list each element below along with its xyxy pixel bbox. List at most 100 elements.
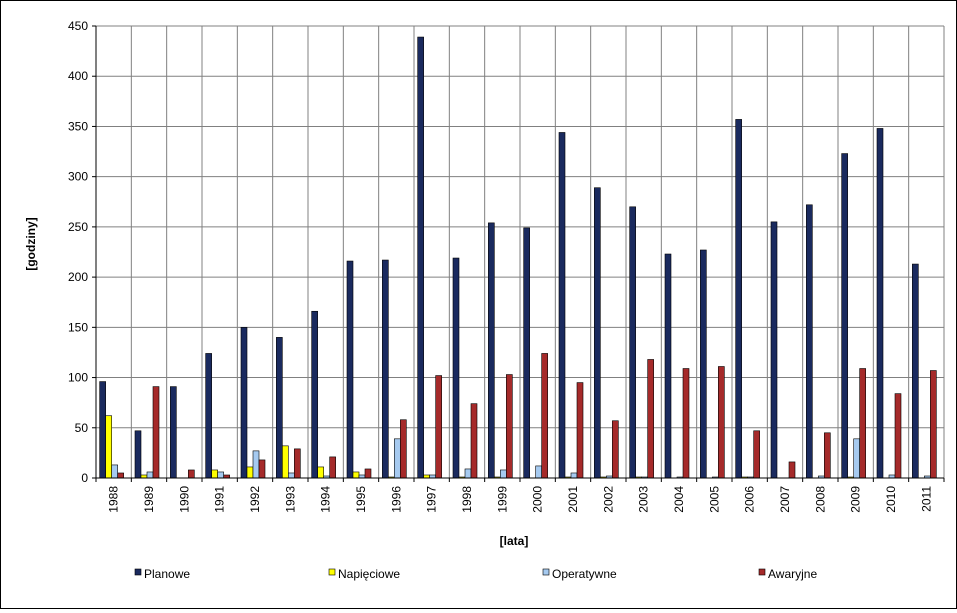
- axes: [92, 25, 945, 482]
- x-tick-label: 1991: [213, 486, 227, 513]
- bar-operatywne-1993: [288, 472, 295, 479]
- bar-awaryjne-2011: [930, 370, 937, 479]
- bar-awaryjne-1990: [188, 469, 195, 479]
- legend: Planowe Napięciowe Operatywne Awaryjne: [134, 567, 817, 581]
- bar-operatywne-1988: [111, 464, 118, 479]
- x-tick-label: 1993: [283, 486, 297, 513]
- y-tick-label: 350: [68, 119, 88, 133]
- bar-operatywne-1996: [394, 438, 401, 479]
- x-tick-label: 2010: [884, 486, 898, 513]
- x-tick-labels: 1988 1989 1990 1991 1992 1993 1994 1995 1996 1997…: [107, 486, 934, 513]
- bar-awaryjne-2010: [894, 393, 902, 479]
- x-tick-label: 1997: [425, 486, 439, 513]
- bar-operatywne-1992: [252, 450, 260, 479]
- bar-awaryjne-2002: [612, 420, 619, 479]
- bar-awaryjne-2005: [718, 366, 725, 479]
- bar-planowe-2004: [664, 253, 672, 479]
- bar-napięciowe-1991: [211, 469, 218, 479]
- y-tick-label: 50: [75, 421, 89, 435]
- x-tick-label: 1994: [319, 486, 333, 513]
- bar-napięciowe-1995: [352, 471, 360, 479]
- bar-planowe-1999: [488, 222, 495, 479]
- x-tick-label: 2006: [743, 486, 757, 513]
- bar-planowe-2006: [735, 119, 742, 479]
- bar-operatywne-2009: [853, 438, 860, 479]
- bar-awaryjne-2003: [647, 359, 654, 479]
- x-tick-label: 1992: [248, 486, 262, 513]
- x-tick-label: 2004: [672, 486, 686, 513]
- x-tick-label: 2005: [707, 486, 721, 513]
- y-tick-label: 450: [68, 19, 88, 33]
- bar-awaryjne-1992: [258, 459, 266, 479]
- x-tick-label: 2008: [813, 486, 827, 513]
- bar-planowe-1998: [452, 257, 460, 479]
- x-tick-label: 1995: [354, 486, 368, 513]
- x-tick-label: 1988: [107, 486, 121, 513]
- bar-planowe-2007: [770, 221, 778, 479]
- bar-napięciowe-1994: [317, 466, 324, 479]
- bar-awaryjne-2009: [859, 368, 866, 479]
- x-tick-label: 2009: [849, 486, 863, 513]
- bar-planowe-2005: [700, 249, 707, 479]
- bar-operatywne-1989: [146, 471, 154, 479]
- x-tick-label: 1990: [177, 486, 191, 513]
- x-axis-title: [lata]: [500, 534, 529, 548]
- y-tick-label: 250: [68, 220, 88, 234]
- bar-planowe-1988: [99, 381, 106, 479]
- bar-awaryjne-2001: [576, 382, 584, 479]
- bar-planowe-2011: [912, 263, 919, 479]
- bar-awaryjne-2008: [824, 432, 831, 479]
- bar-operatywne-1991: [217, 471, 224, 479]
- bar-awaryjne-1999: [506, 374, 513, 479]
- bar-planowe-2008: [806, 204, 813, 479]
- legend-swatch-operatywne: [542, 568, 550, 576]
- bar-awaryjne-2006: [753, 430, 760, 479]
- bar-awaryjne-1997: [435, 375, 442, 479]
- bar-planowe-1991: [205, 353, 212, 479]
- x-tick-label: 2007: [778, 486, 792, 513]
- y-tick-label: 0: [81, 471, 88, 485]
- bar-awaryjne-2004: [682, 368, 690, 479]
- y-tick-label: 300: [68, 170, 88, 184]
- bar-awaryjne-1995: [364, 468, 372, 479]
- x-tick-label: 2011: [919, 486, 933, 512]
- bar-planowe-1989: [134, 430, 142, 479]
- x-tick-label: 2000: [531, 486, 545, 513]
- y-tick-label: 200: [68, 270, 88, 284]
- x-tick-label: 1999: [495, 486, 509, 513]
- legend-label-awaryjne: Awaryjne: [768, 567, 817, 581]
- x-tick-label: 2001: [566, 486, 580, 513]
- bar-planowe-1993: [276, 337, 283, 479]
- bar-planowe-2001: [558, 132, 566, 479]
- bar-operatywne-2000: [535, 465, 542, 479]
- bar-awaryjne-1996: [400, 419, 407, 479]
- bar-planowe-1995: [346, 260, 354, 479]
- bar-planowe-2010: [876, 128, 884, 479]
- y-axis-title: [godziny]: [24, 217, 38, 270]
- bar-planowe-2002: [594, 187, 601, 479]
- legend-label-napięciowe: Napięciowe: [338, 567, 400, 581]
- gridlines: [95, 25, 945, 479]
- bar-awaryjne-1993: [294, 448, 301, 479]
- x-tick-label: 1989: [142, 486, 156, 513]
- bar-planowe-1990: [170, 386, 177, 479]
- bar-napięciowe-1993: [282, 445, 289, 479]
- bar-awaryjne-1989: [152, 386, 160, 479]
- legend-label-operatywne: Operatywne: [552, 567, 617, 581]
- legend-swatch-awaryjne: [758, 568, 766, 576]
- bar-awaryjne-2000: [541, 353, 548, 479]
- bar-napięciowe-1988: [105, 415, 112, 479]
- bar-napięciowe-1992: [246, 466, 254, 479]
- x-tick-label: 1998: [460, 486, 474, 513]
- bar-planowe-1996: [382, 259, 389, 479]
- legend-swatch-napięciowe: [328, 568, 336, 576]
- bar-operatywne-1998: [464, 468, 472, 479]
- x-tick-label: 2003: [637, 486, 651, 513]
- bar-operatywne-2001: [570, 472, 578, 479]
- bar-awaryjne-2007: [788, 461, 796, 479]
- bar-awaryjne-1994: [329, 456, 336, 479]
- bar-awaryjne-1998: [470, 403, 478, 479]
- bar-planowe-2009: [841, 153, 848, 479]
